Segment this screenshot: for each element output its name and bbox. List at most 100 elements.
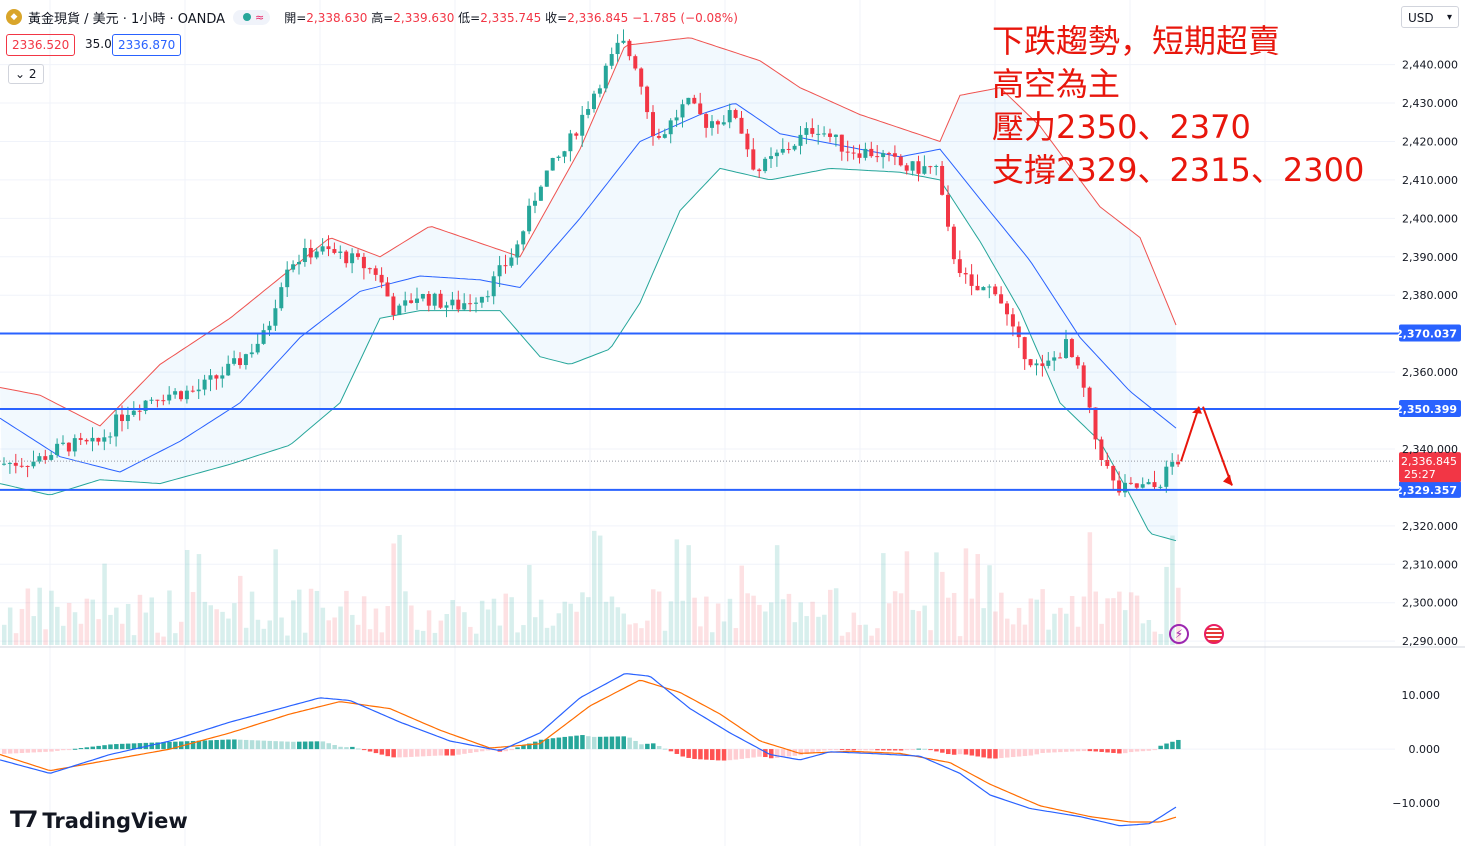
volume-bar [415,629,420,645]
macd-histogram-bar [474,749,479,753]
candle-body [969,274,974,286]
macd-histogram-bar [1016,749,1022,757]
candle-body [1075,357,1080,366]
candle-body [238,358,242,366]
candle-body [255,343,260,353]
volume-bar [1093,591,1098,645]
candle-body [350,253,355,264]
macd-histogram-bar [686,749,691,758]
currency-selector[interactable]: USD ▾ [1401,6,1459,28]
volume-bar [438,620,444,645]
candle-body [993,286,998,295]
candle-body [963,273,968,275]
volume-bar [521,625,526,645]
candle-body [149,399,154,401]
candle-body [90,437,95,442]
us-flag-icon[interactable] [1204,624,1224,644]
volume-bar [1146,620,1152,645]
candle-body [774,152,779,157]
macd-histogram-bar [963,749,969,755]
volume-bar [320,607,326,645]
candle-body [403,300,408,306]
macd-histogram-bar [898,749,904,751]
candle-body [556,156,561,158]
candle-body [456,299,461,310]
volume-bar [220,611,225,645]
volume-bar [946,597,951,645]
volume-bar [910,609,916,645]
support-resistance-lines [0,332,1399,491]
candle-body [769,156,773,159]
candle-body [1105,460,1110,466]
tradingview-logo[interactable]: T7 TradingView [10,808,188,833]
candle-body [1164,466,1169,487]
candle-body [875,156,880,158]
hline-price-label: 2,329.357 [1395,484,1457,497]
volume-bar [586,597,591,645]
candle-body [332,249,337,253]
hline-price-tag [1399,480,1461,498]
volume-bar [651,589,656,645]
candle-body [1052,357,1057,361]
spread-value: 35.0 [85,37,112,51]
candle-body [698,103,703,115]
market-status-pill[interactable]: ≈ [233,9,271,25]
volume-bar [19,608,25,645]
volume-bar [674,539,680,645]
macd-histogram-bar [674,749,680,754]
volume-bar [184,550,190,645]
macd-histogram-bar [7,749,13,754]
volume-bar [108,614,113,645]
volume-bar [715,603,721,645]
volume-bar [161,636,166,645]
candle-body [1099,439,1104,461]
volume-bar [804,616,809,645]
volume-bar [533,617,538,645]
price-tick-label: 2,440.000 [1402,59,1458,72]
candle-body [273,308,278,326]
candle-body [881,153,886,158]
candle-body [444,305,449,308]
macd-histogram-bar [757,749,762,757]
volume-bar [645,620,650,645]
macd-histogram-bar [1040,749,1045,753]
candle-body [580,114,585,136]
macd-histogram-bar [102,745,107,750]
volume-bar [468,626,473,645]
candle-body [550,157,555,171]
candle-body [468,303,473,305]
volume-bar [898,593,904,645]
volume-bar [285,635,290,645]
macd-histogram-bar [2,749,7,754]
candle-body [1081,365,1086,388]
macd-histogram-bar [833,749,839,751]
macd-histogram-bar [538,739,544,750]
sell-price-button[interactable]: 2336.520 [6,34,76,56]
indicators-toggle[interactable]: ⌄ 2 [8,64,44,84]
chevron-down-icon: ▾ [1446,12,1452,23]
macd-histogram-bar [1010,749,1016,758]
open-label: 開= [284,10,307,25]
candle-body [1022,337,1027,360]
volume-bar [1005,618,1010,645]
analysis-annotation: 下跌趨勢，短期超賣 高空為主 壓力2350、2370 支撐2329、2315、2… [992,20,1364,192]
volume-bar [981,608,986,645]
change-value: −1.785 (−0.08%) [632,10,738,25]
macd-histogram-bar [326,743,331,750]
macd-histogram-bar [1134,749,1140,752]
symbol-title[interactable]: 黃金現貨 / 美元 · 1小時 · OANDA [28,11,226,27]
macd-histogram-bar [828,749,833,751]
macd-histogram-bar [338,746,343,750]
candle-body [320,246,325,252]
candle-body [603,65,608,89]
volume-bar [957,636,963,645]
macd-histogram-bar [934,749,939,752]
volume-bar [1016,607,1022,645]
buy-price-button[interactable]: 2336.870 [112,34,182,56]
candle-body [49,455,54,460]
candle-body [7,462,12,464]
candle-body [1152,482,1157,488]
lightning-icon[interactable]: ⚡ [1169,624,1189,644]
macd-histogram-bar [503,749,508,752]
